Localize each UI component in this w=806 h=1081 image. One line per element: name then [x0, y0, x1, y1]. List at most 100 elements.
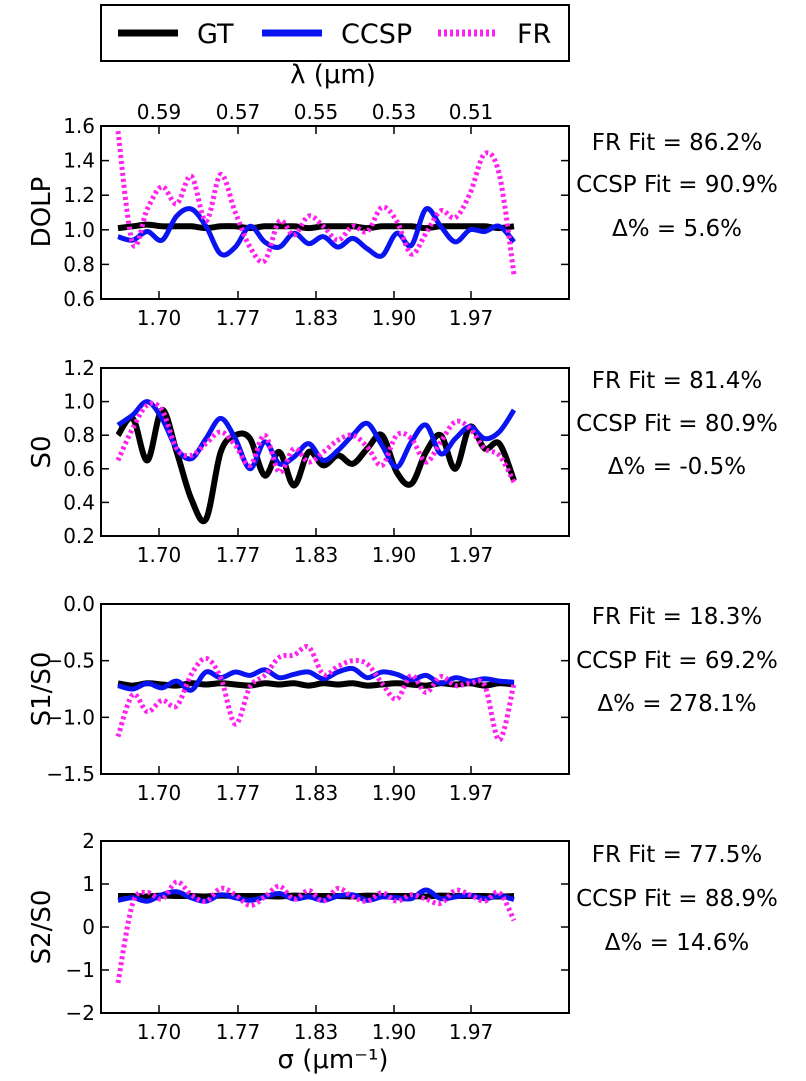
fr-fit-annotation: FR Fit = 77.5%: [592, 842, 762, 868]
delta-annotation: Δ% = 278.1%: [597, 691, 756, 717]
y-tick-label: 2: [82, 829, 95, 853]
x-tick-label: 1.90: [372, 781, 417, 805]
y-tick-label: −1: [66, 958, 95, 982]
y-tick-label: 0.4: [63, 490, 95, 514]
y-tick-label: −2: [66, 1001, 95, 1025]
delta-annotation: Δ% = -0.5%: [608, 454, 746, 480]
series-line-gt: [115, 406, 517, 525]
y-tick-label: 1.2: [63, 356, 95, 380]
top-axis-label: λ (μm): [290, 60, 376, 90]
panel-s0: 0.20.40.60.81.01.2 1.70 1.77 1.83 1.90 1.97 …: [27, 356, 778, 567]
x-tick-label: 1.70: [137, 1020, 182, 1044]
x-tick-label: 1.83: [294, 781, 339, 805]
ccsp-fit-annotation: CCSP Fit = 88.9%: [576, 886, 778, 912]
x-ticks: 1.70 1.77 1.83 1.90 1.97: [137, 766, 494, 805]
y-tick-label: −1.0: [46, 705, 95, 729]
plot-lines: [115, 879, 517, 984]
series-line-fr: [115, 879, 517, 984]
y-axis-label-s2: S2/S0: [27, 890, 57, 965]
x-tick-label: 1.70: [137, 543, 182, 567]
y-tick-label: 1.2: [63, 183, 95, 207]
x-ticks: 1.70 1.77 1.83 1.90 1.97: [137, 528, 494, 567]
legend-label-fr: FR: [517, 19, 551, 50]
plot-lines: [115, 130, 517, 276]
y-ticks: 0.6 0.8 1.0 1.2 1.4 1.6: [63, 114, 569, 311]
panel-dolp: 0.60.81.01.21.41.6 1.70 1.77 1.83 1.90 1.97 …: [27, 114, 778, 330]
x-tick-label: 1.77: [216, 781, 261, 805]
top-tick-label: 0.57: [216, 100, 261, 124]
panel-frame: [100, 603, 570, 775]
plot-lines: [115, 399, 517, 525]
series-line-gt: [117, 221, 515, 232]
y-tick-label: 0: [82, 915, 95, 939]
x-tick-label: 1.90: [372, 306, 417, 330]
y-tick-label: 0.2: [63, 524, 95, 548]
series-line-ccsp: [117, 887, 515, 904]
y-tick-label: 1.6: [63, 114, 95, 138]
x-tick-label: 1.70: [137, 306, 182, 330]
x-tick-label: 1.77: [216, 543, 261, 567]
x-tick-label: 1.77: [216, 306, 261, 330]
x-tick-label: 1.77: [216, 1020, 261, 1044]
series-line-ccsp: [117, 206, 516, 259]
top-tick-label: 0.53: [372, 100, 417, 124]
ccsp-fit-annotation: CCSP Fit = 80.9%: [576, 411, 778, 437]
fr-fit-annotation: FR Fit = 81.4%: [592, 368, 762, 394]
x-tick-label: 1.70: [137, 781, 182, 805]
top-tick-label: 0.51: [449, 100, 494, 124]
series-line-fr: [115, 130, 517, 276]
y-tick-label: 1.0: [63, 218, 95, 242]
panel-frame: [100, 840, 570, 1014]
top-tick-label: 0.59: [137, 100, 182, 124]
series-line-ccsp: [117, 665, 515, 693]
y-ticks: −1.5 −1.0 −0.5 0.0: [46, 592, 569, 786]
x-ticks: 1.70 1.77 1.83 1.90 1.97: [137, 126, 494, 330]
y-axis-label-s1: S1/S0: [27, 652, 57, 727]
legend-label-gt: GT: [197, 19, 234, 50]
panel-s2: −2 −1 0 1 2 1.70 1.77 1.83 1.90 1.97 S2/S0 FR Fi…: [27, 829, 778, 1044]
series-line-fr: [115, 643, 517, 743]
x-tick-label: 1.97: [449, 306, 494, 330]
y-tick-label: −0.5: [46, 649, 95, 673]
y-ticks: −2 −1 0 1 2: [66, 829, 569, 1025]
bottom-axis-label: σ (μm⁻¹): [277, 1045, 388, 1075]
y-tick-label: 1.4: [63, 149, 95, 173]
plot-lines: [115, 643, 517, 743]
legend-label-ccsp: CCSP: [341, 19, 412, 50]
legend: GT CCSP FR: [100, 4, 570, 62]
delta-annotation: Δ% = 14.6%: [605, 930, 750, 956]
y-tick-label: 0.6: [63, 457, 95, 481]
y-tick-label: 0.6: [63, 287, 95, 311]
x-tick-label: 1.83: [294, 306, 339, 330]
x-tick-label: 1.90: [372, 543, 417, 567]
series-line-fr: [115, 400, 517, 484]
y-axis-label-s0: S0: [27, 435, 57, 468]
top-tick-label: 0.55: [294, 100, 339, 124]
x-tick-label: 1.90: [372, 1020, 417, 1044]
y-tick-label: 0.8: [63, 423, 95, 447]
legend-frame: [100, 4, 570, 62]
x-tick-label: 1.83: [294, 543, 339, 567]
panel-s1: −1.5 −1.0 −0.5 0.0 1.70 1.77 1.83 1.90 1.97 S1/…: [27, 592, 778, 805]
fr-fit-annotation: FR Fit = 86.2%: [592, 130, 762, 156]
y-tick-label: 0.8: [63, 252, 95, 276]
x-tick-label: 1.83: [294, 1020, 339, 1044]
y-tick-label: 1.0: [63, 390, 95, 414]
y-ticks: 0.2 0.4 0.6 0.8 1.0 1.2: [63, 356, 569, 548]
y-tick-label: −1.5: [46, 762, 95, 786]
top-axis-ticks: 0.59 0.57 0.55 0.53 0.51: [137, 100, 494, 124]
ccsp-fit-annotation: CCSP Fit = 69.2%: [576, 648, 778, 674]
y-axis-label-dolp: DOLP: [27, 177, 57, 248]
x-tick-label: 1.97: [449, 781, 494, 805]
y-tick-label: 0.0: [63, 592, 95, 616]
fr-fit-annotation: FR Fit = 18.3%: [592, 604, 762, 630]
ccsp-fit-annotation: CCSP Fit = 90.9%: [576, 172, 778, 198]
delta-annotation: Δ% = 5.6%: [612, 216, 742, 242]
x-tick-label: 1.97: [449, 543, 494, 567]
x-tick-label: 1.97: [449, 1020, 494, 1044]
x-ticks: 1.70 1.77 1.83 1.90 1.97: [137, 1005, 494, 1044]
panel-frame: [100, 367, 570, 537]
panel-frame: [100, 125, 570, 300]
y-tick-label: 1: [82, 872, 95, 896]
